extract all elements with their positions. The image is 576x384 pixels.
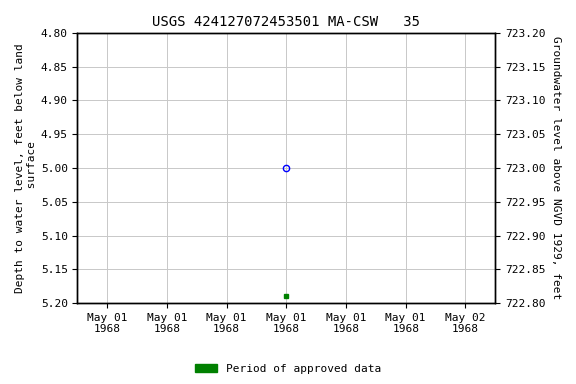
Title: USGS 424127072453501 MA-CSW   35: USGS 424127072453501 MA-CSW 35 [153,15,420,29]
Y-axis label: Groundwater level above NGVD 1929, feet: Groundwater level above NGVD 1929, feet [551,36,561,300]
Legend: Period of approved data: Period of approved data [191,359,385,379]
Y-axis label: Depth to water level, feet below land
 surface: Depth to water level, feet below land su… [15,43,37,293]
